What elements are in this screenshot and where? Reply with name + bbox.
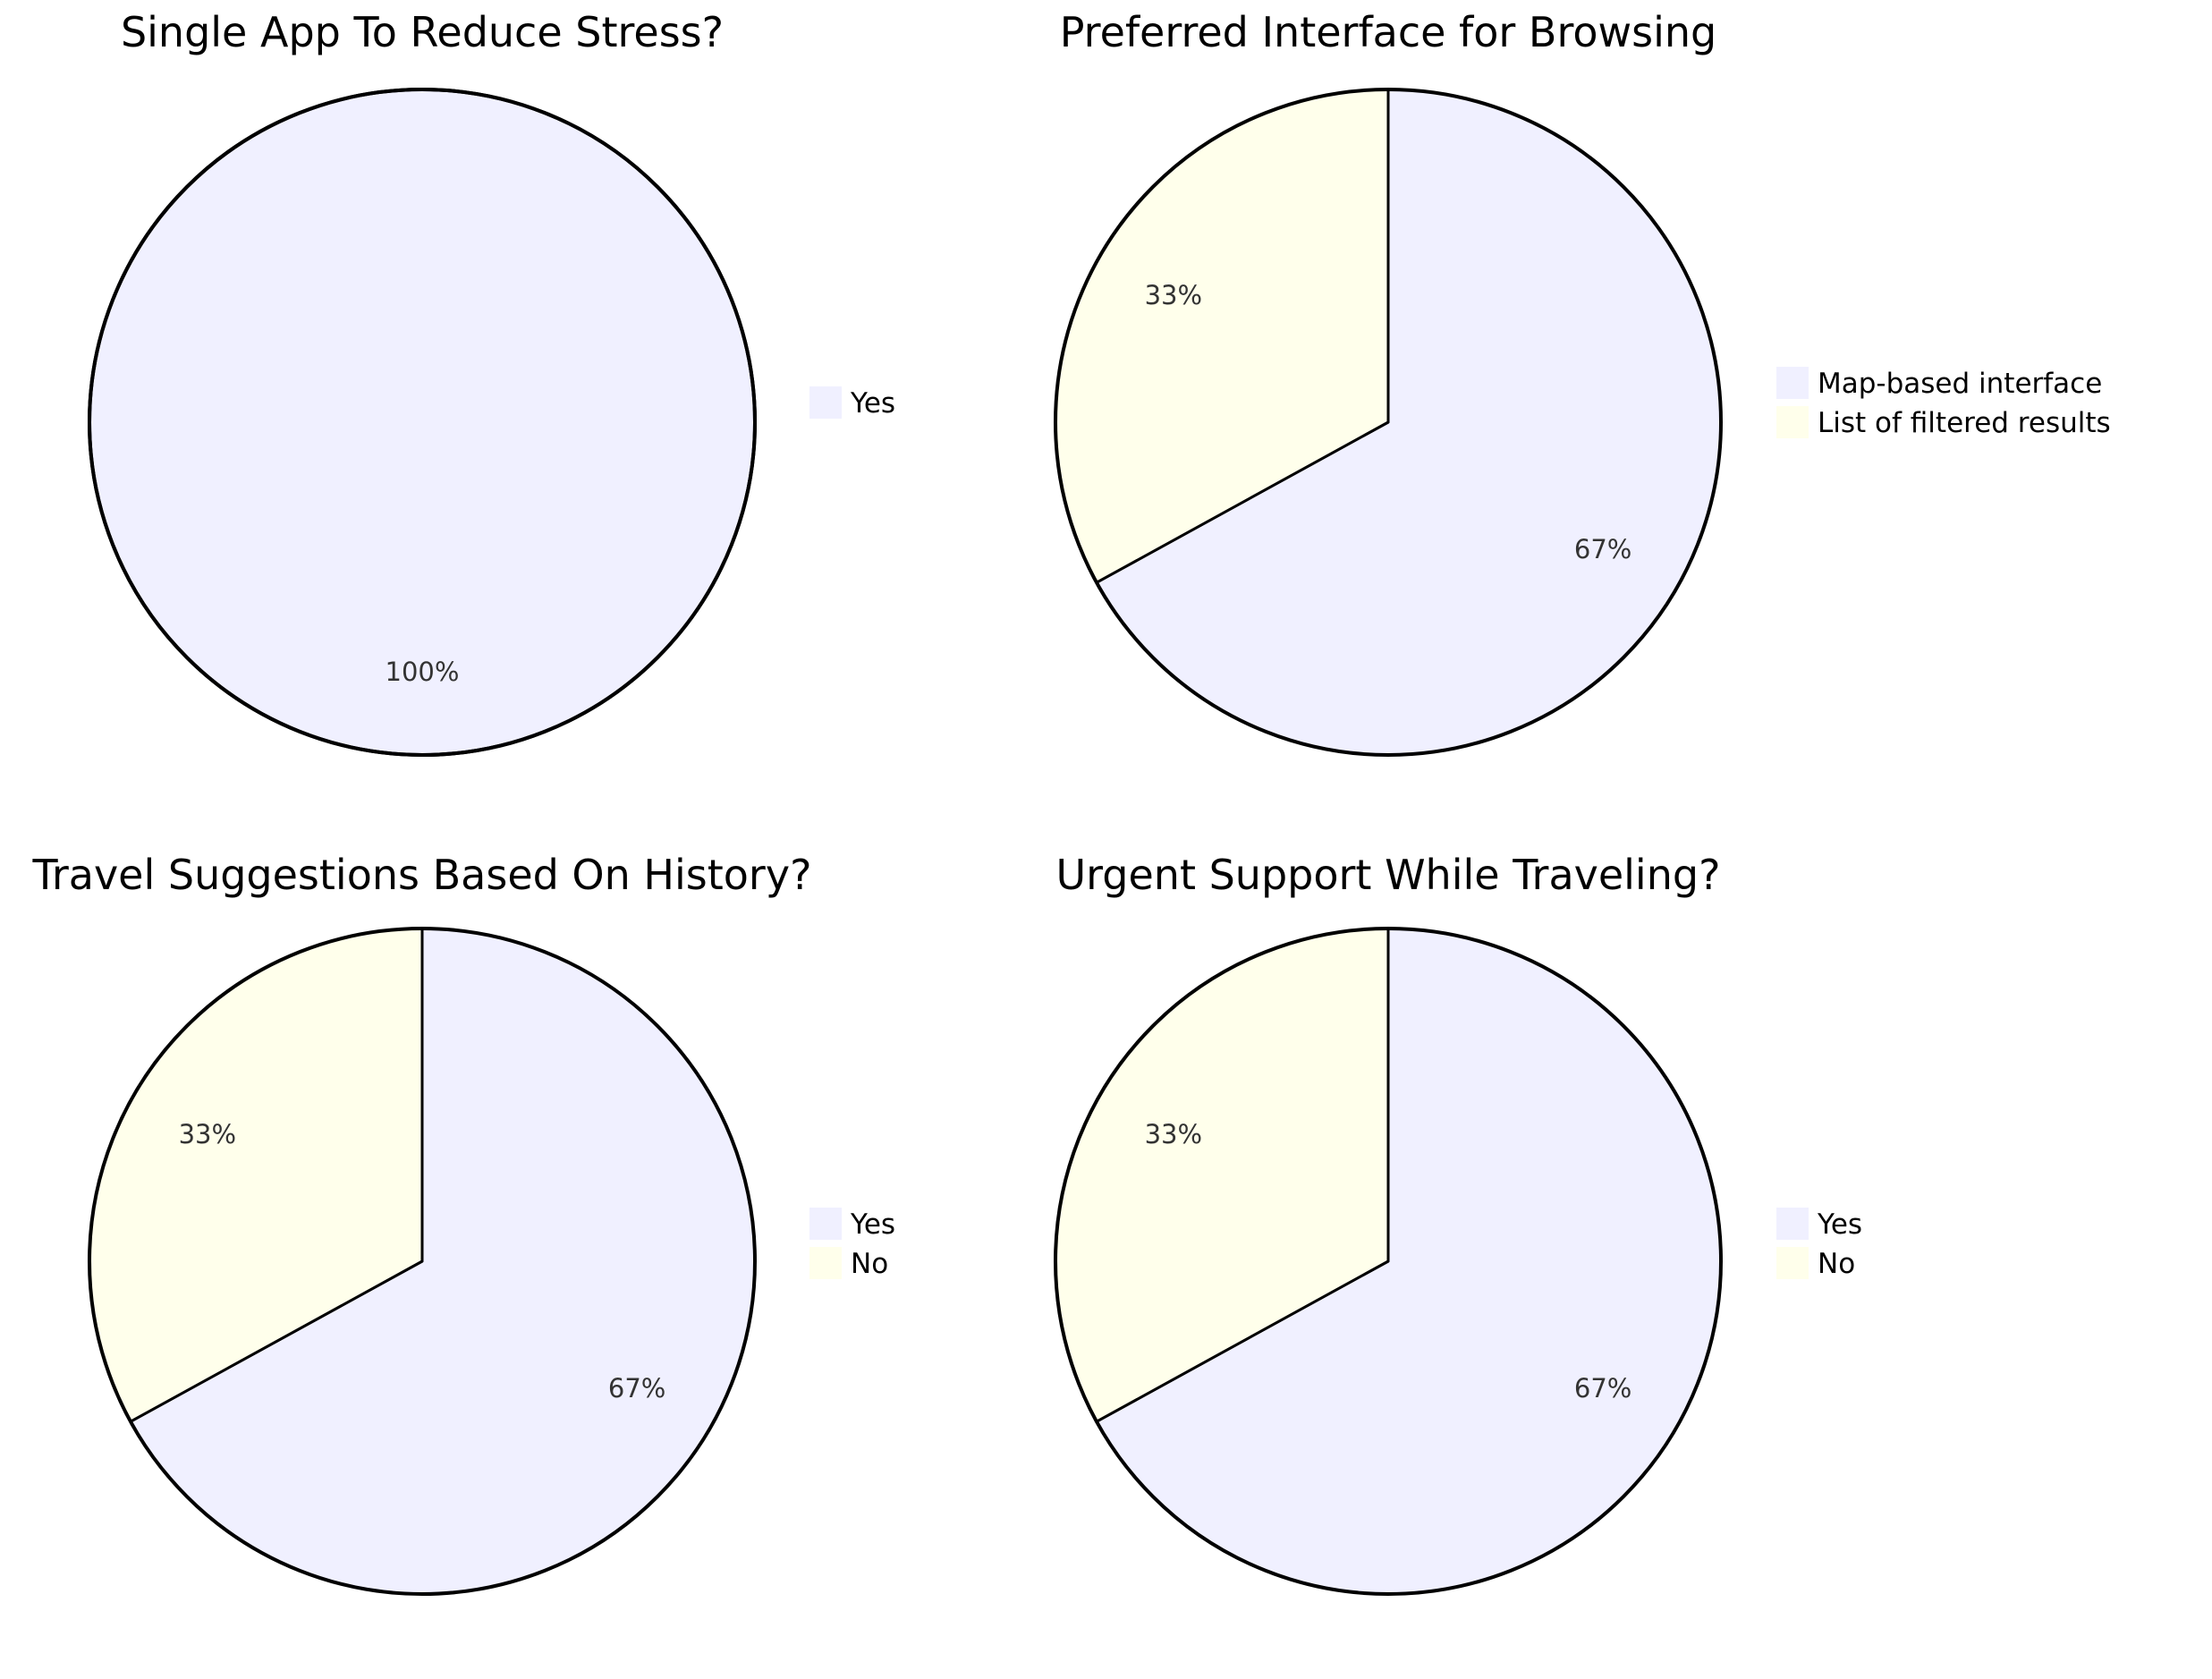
legend-label: No <box>851 1248 888 1280</box>
pie-slice <box>88 88 757 757</box>
pie-outline <box>88 88 757 757</box>
slice-percent-label: 33% <box>1145 1119 1202 1149</box>
legend-swatch <box>809 386 842 419</box>
pie-chart-1: Single App To Reduce Stress? 100% Yes <box>88 8 895 757</box>
chart-title: Travel Suggestions Based On History? <box>32 851 812 899</box>
pie-outline <box>1054 927 1723 1596</box>
pie-chart-4: Urgent Support While Traveling? 67% 33% Yes… <box>1054 851 1862 1596</box>
chart-title: Preferred Interface for Browsing <box>1060 8 1717 56</box>
slice-percent-label: 67% <box>608 1373 665 1403</box>
pie-outline <box>88 927 757 1596</box>
pie-chart-2: Preferred Interface for Browsing 67% 33% Ma… <box>1054 8 2111 757</box>
legend-swatch <box>1776 1208 1809 1240</box>
legend-swatch <box>809 1247 842 1279</box>
legend-label: Map-based interface <box>1818 368 2102 400</box>
slice-percent-label: 67% <box>1574 1373 1631 1403</box>
slice-percent-label: 67% <box>1574 534 1631 564</box>
legend-label: List of filtered results <box>1818 407 2111 439</box>
slice-percent-label: 100% <box>386 657 460 687</box>
chart-title: Urgent Support While Traveling? <box>1056 851 1721 899</box>
legend-label: No <box>1818 1248 1855 1280</box>
legend-label: Yes <box>850 1208 895 1241</box>
chart-title: Single App To Reduce Stress? <box>121 8 724 56</box>
legend-label: Yes <box>1817 1208 1862 1241</box>
legend-swatch <box>1776 367 1809 399</box>
pie-chart-3: Travel Suggestions Based On History? 67% 3… <box>32 851 895 1596</box>
legend-swatch <box>1776 406 1809 438</box>
slice-percent-label: 33% <box>1145 280 1202 310</box>
slice-percent-label: 33% <box>179 1119 236 1149</box>
legend-swatch <box>809 1208 842 1240</box>
legend-swatch <box>1776 1247 1809 1279</box>
legend-label: Yes <box>850 387 895 420</box>
pie-outline <box>1054 88 1723 757</box>
